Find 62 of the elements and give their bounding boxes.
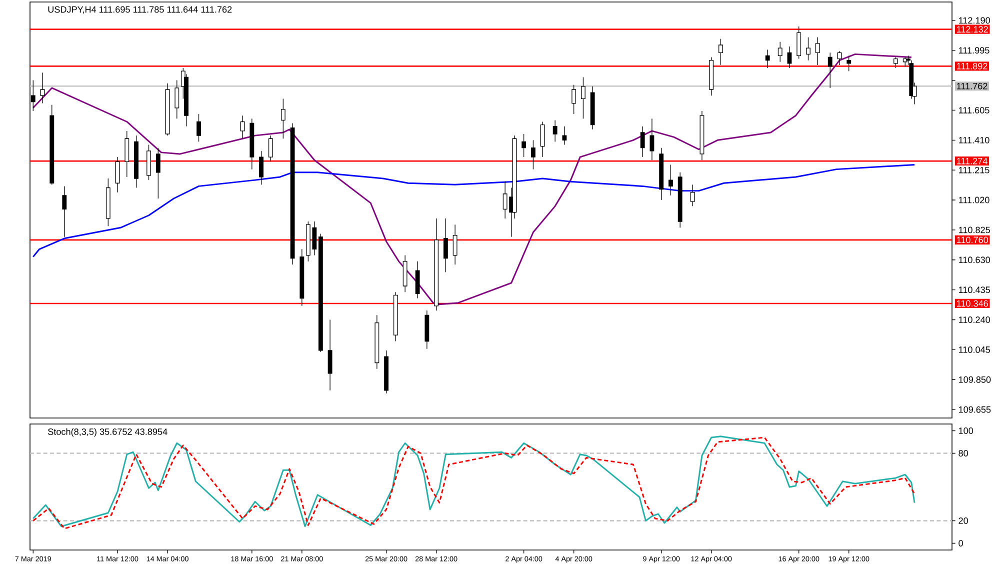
candlestick	[530, 140, 536, 170]
candlestick	[562, 126, 567, 146]
y-tick-label: 100	[958, 428, 974, 434]
line-series	[32, 164, 916, 258]
candlestick	[828, 52, 832, 88]
candlestick	[280, 98, 286, 139]
candlestick	[552, 120, 558, 142]
y-tick-label: 111.995	[958, 47, 990, 54]
y-tick-label: 111.020	[958, 196, 990, 204]
candlestick	[806, 36, 810, 61]
candlestick	[268, 135, 273, 162]
candlestick	[174, 80, 180, 119]
candlestick	[580, 76, 586, 119]
y-tick-label: 110.630	[958, 256, 990, 264]
candlestick	[846, 55, 852, 72]
candlestick	[650, 118, 654, 160]
candlestick	[62, 186, 67, 238]
candlestick	[690, 184, 695, 206]
candlestick	[115, 156, 120, 193]
y-tick-label: 109.655	[958, 406, 991, 413]
candlestick	[196, 114, 201, 142]
y-tick-label: 110.240	[958, 316, 990, 323]
candlestick	[572, 84, 576, 114]
candlestick	[640, 126, 645, 158]
candlestick	[124, 130, 130, 178]
chart-title: Stoch(8,3,5) 35.6752 43.8954	[48, 428, 168, 437]
y-tick-label: 110.045	[958, 346, 990, 353]
candlestick	[452, 224, 458, 265]
ref-line-label: 112.132	[956, 26, 988, 33]
candlestick	[894, 56, 898, 68]
candlestick	[156, 147, 160, 199]
ref-line-label: 111.762	[956, 82, 988, 90]
y-tick-label: 112.190	[958, 17, 990, 24]
candlestick	[259, 150, 264, 186]
y-tick-label: 111.215	[958, 166, 990, 174]
candlestick	[796, 26, 802, 60]
candlestick	[328, 319, 332, 391]
y-tick-label: 0	[958, 540, 963, 546]
candlestick	[415, 261, 420, 299]
candlestick	[443, 218, 448, 272]
ref-line-label: 110.760	[956, 236, 988, 244]
ref-line-label: 111.892	[956, 62, 988, 70]
y-tick-label: 111.605	[958, 107, 990, 114]
candlestick	[765, 49, 770, 68]
chart-title: USDJPY,H4 111.695 111.785 111.644 111.762	[48, 6, 232, 14]
candlestick	[718, 38, 723, 66]
candlestick	[778, 42, 782, 62]
line-series	[32, 53, 912, 306]
y-tick-label: 80	[958, 450, 968, 456]
y-tick-label: 110.435	[958, 286, 990, 294]
y-tick-label: 111.410	[958, 136, 990, 144]
ref-line-label: 111.274	[956, 158, 988, 164]
candlestick	[240, 115, 245, 139]
y-tick-label: 109.850	[958, 376, 991, 383]
candlestick	[815, 36, 820, 66]
y-tick-label: 20	[958, 518, 968, 524]
y-tick-label: 110.825	[958, 226, 990, 234]
candlestick	[668, 164, 673, 196]
candlestick	[40, 72, 45, 104]
ref-line-label: 110.346	[956, 300, 988, 307]
candlestick	[540, 121, 545, 158]
candlestick	[522, 134, 526, 158]
